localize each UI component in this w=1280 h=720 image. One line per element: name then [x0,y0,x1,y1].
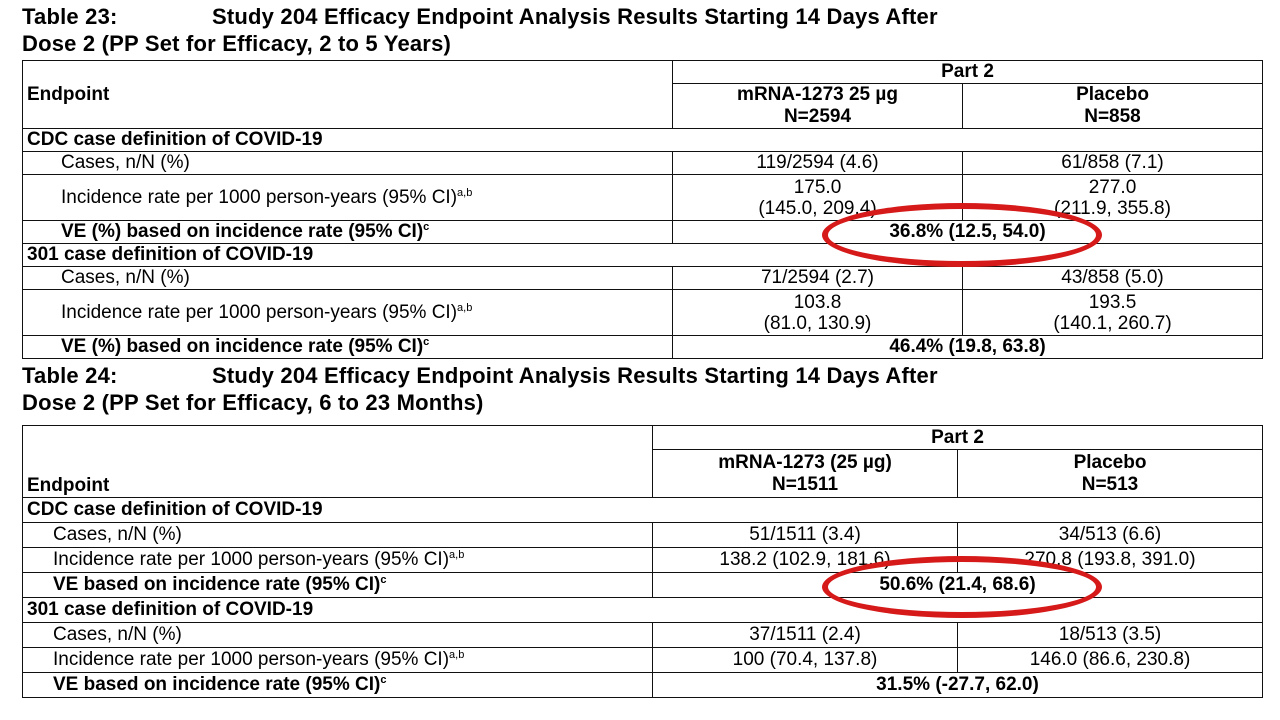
table23-cdc-ve-value: 36.8% (12.5, 54.0) [672,220,1263,244]
table24-label: Table 24: [22,363,118,388]
cell: 175.0 (145.0, 209.4) [672,174,963,221]
table24-part-header: Part 2 [652,425,1263,450]
table-row: VE (%) based on incidence rate (95% CI)c… [22,220,1263,244]
row-label: Cases, n/N (%) [22,522,653,548]
table-row: Incidence rate per 1000 person-years (95… [22,647,1263,673]
table-row: CDC case definition of COVID-19 [22,128,1263,152]
table23-title-line1: Study 204 Efficacy Endpoint Analysis Res… [212,4,938,29]
table24-endpoint-header: Endpoint [22,425,653,498]
cell: 37/1511 (2.4) [652,622,958,648]
cell: 51/1511 (3.4) [652,522,958,548]
table24-col1-header: mRNA-1273 (25 µg) N=1511 [652,449,958,498]
table-row: Cases, n/N (%) 119/2594 (4.6) 61/858 (7.… [22,151,1263,175]
table23-301-ve-value: 46.4% (19.8, 63.8) [672,335,1263,359]
cell: 138.2 (102.9, 181.6) [652,547,958,573]
table23: Endpoint Part 2 mRNA-1273 25 µg N=2594 Pl… [22,60,1263,359]
table23-endpoint-header: Endpoint [22,60,673,129]
row-label: Cases, n/N (%) [22,151,673,175]
row-label: VE based on incidence rate (95% CI)c [22,572,653,598]
table24-col2-header: Placebo N=513 [957,449,1263,498]
table23-301-section: 301 case definition of COVID-19 [22,243,1263,267]
row-label: Incidence rate per 1000 person-years (95… [22,289,673,336]
table-row: CDC case definition of COVID-19 [22,497,1263,523]
row-label: Incidence rate per 1000 person-years (95… [22,547,653,573]
table24-title-line1: Study 204 Efficacy Endpoint Analysis Res… [212,363,938,388]
cell: 61/858 (7.1) [962,151,1263,175]
cell: 193.5 (140.1, 260.7) [962,289,1263,336]
table24-301-ve-value: 31.5% (-27.7, 62.0) [652,672,1263,698]
table23-col2-header: Placebo N=858 [962,83,1263,129]
row-label: Cases, n/N (%) [22,622,653,648]
row-label: Cases, n/N (%) [22,266,673,290]
row-label: VE (%) based on incidence rate (95% CI)c [22,335,673,359]
row-label: Incidence rate per 1000 person-years (95… [22,647,653,673]
table-row: VE (%) based on incidence rate (95% CI)c… [22,335,1263,359]
table-row: 301 case definition of COVID-19 [22,243,1263,267]
table-row: Cases, n/N (%) 51/1511 (3.4) 34/513 (6.6… [22,522,1263,548]
table23-col1-header: mRNA-1273 25 µg N=2594 [672,83,963,129]
cell: 100 (70.4, 137.8) [652,647,958,673]
table24-cdc-section: CDC case definition of COVID-19 [22,497,1263,523]
cell: 43/858 (5.0) [962,266,1263,290]
table-row: 301 case definition of COVID-19 [22,597,1263,623]
table23-title: Table 23: Study 204 Efficacy Endpoint Ana… [22,3,938,57]
table24: Endpoint Part 2 mRNA-1273 (25 µg) N=1511 … [22,425,1263,698]
row-label: VE (%) based on incidence rate (95% CI)c [22,220,673,244]
table23-part-header: Part 2 [672,60,1263,84]
table23-label: Table 23: [22,4,118,29]
table24-title-line2: Dose 2 (PP Set for Efficacy, 6 to 23 Mon… [22,390,484,415]
cell: 18/513 (3.5) [957,622,1263,648]
cell: 270.8 (193.8, 391.0) [957,547,1263,573]
table23-title-line2: Dose 2 (PP Set for Efficacy, 2 to 5 Year… [22,31,452,56]
table-row: VE based on incidence rate (95% CI)c 31.… [22,672,1263,698]
table24-title: Table 24: Study 204 Efficacy Endpoint Ana… [22,362,938,416]
table-row: VE based on incidence rate (95% CI)c 50.… [22,572,1263,598]
cell: 71/2594 (2.7) [672,266,963,290]
row-label: Incidence rate per 1000 person-years (95… [22,174,673,221]
table-row: Incidence rate per 1000 person-years (95… [22,547,1263,573]
table-row: Incidence rate per 1000 person-years (95… [22,174,1263,221]
cell: 146.0 (86.6, 230.8) [957,647,1263,673]
cell: 103.8 (81.0, 130.9) [672,289,963,336]
cell: 119/2594 (4.6) [672,151,963,175]
cell: 34/513 (6.6) [957,522,1263,548]
table24-301-section: 301 case definition of COVID-19 [22,597,1263,623]
table-row: Incidence rate per 1000 person-years (95… [22,289,1263,336]
table23-cdc-section: CDC case definition of COVID-19 [22,128,1263,152]
row-label: VE based on incidence rate (95% CI)c [22,672,653,698]
table-row: Cases, n/N (%) 37/1511 (2.4) 18/513 (3.5… [22,622,1263,648]
table-row: Cases, n/N (%) 71/2594 (2.7) 43/858 (5.0… [22,266,1263,290]
cell: 277.0 (211.9, 355.8) [962,174,1263,221]
table24-cdc-ve-value: 50.6% (21.4, 68.6) [652,572,1263,598]
